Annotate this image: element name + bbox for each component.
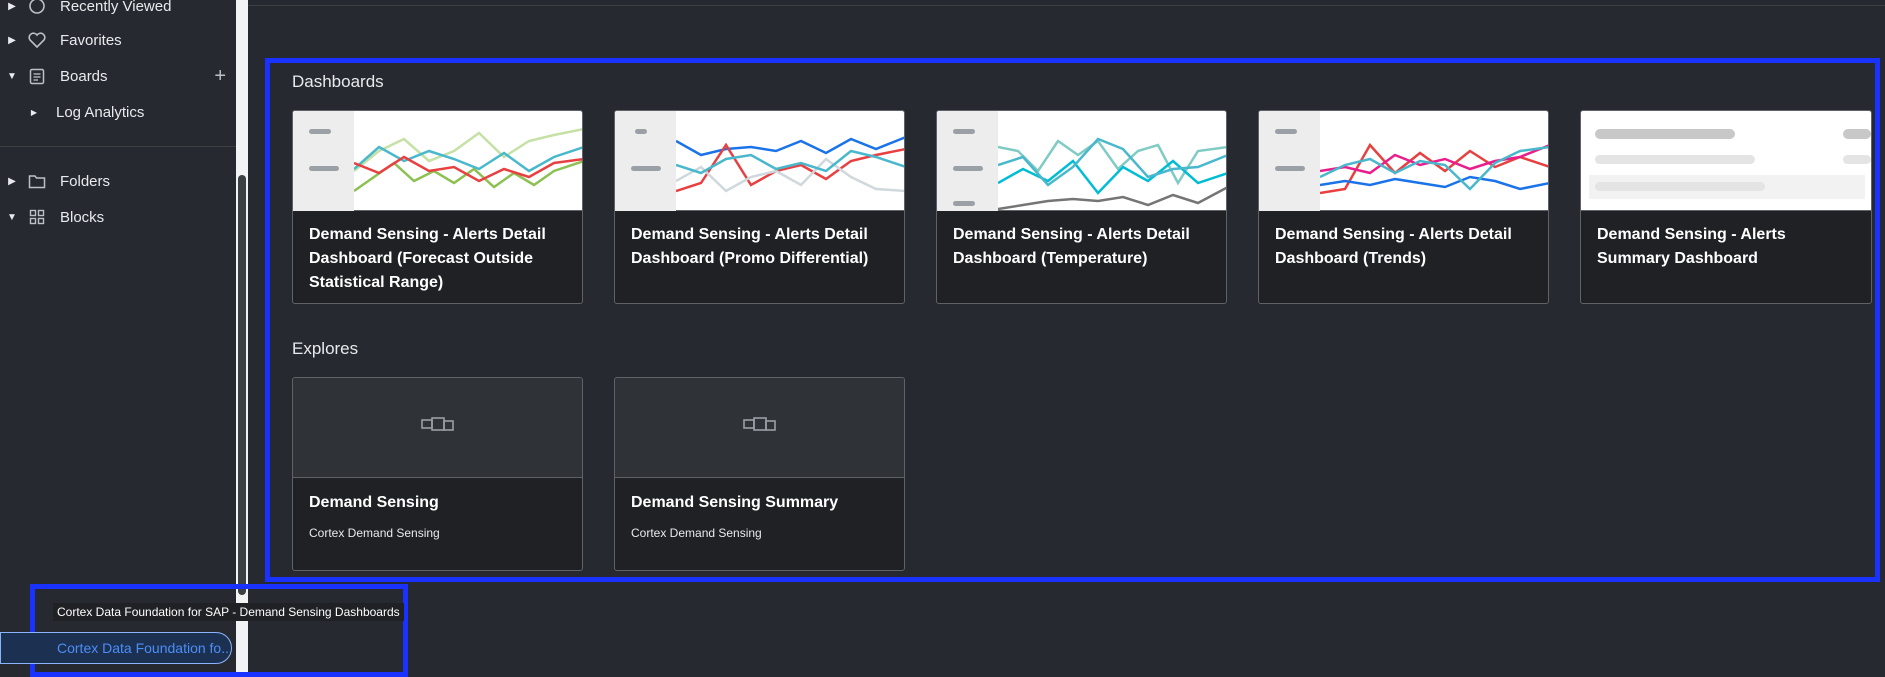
sidebar-item-label: Folders: [60, 172, 111, 190]
explore-card[interactable]: Demand Sensing Summary Cortex Demand Sen…: [614, 377, 905, 571]
caret-down-icon[interactable]: ▼: [7, 211, 17, 223]
sidebar-item-log-analytics[interactable]: ▶ Log Analytics: [18, 94, 254, 130]
explore-icon: [420, 417, 455, 438]
dashboard-card-title: Demand Sensing - Alerts Detail Dashboard…: [953, 226, 1190, 267]
dashboard-thumbnail: [1581, 111, 1871, 211]
header-divider: [248, 5, 1885, 6]
dashboard-card[interactable]: Demand Sensing - Alerts Detail Dashboard…: [1258, 110, 1549, 304]
sidebar-item-label: Blocks: [60, 208, 105, 226]
dashboard-card[interactable]: Demand Sensing - Alerts Detail Dashboard…: [292, 110, 583, 304]
dashboard-card-title: Demand Sensing - Alerts Detail Dashboard…: [309, 226, 546, 291]
caret-right-icon[interactable]: ▶: [8, 34, 16, 46]
explore-card-title: Demand Sensing: [309, 494, 439, 511]
active-board-pill[interactable]: Cortex Data Foundation fo...: [0, 632, 232, 664]
dashboard-card[interactable]: Demand Sensing - Alerts Summary Dashboar…: [1580, 110, 1872, 304]
explore-icon: [742, 417, 777, 438]
blocks-icon: [26, 206, 48, 228]
dashboard-card-title: Demand Sensing - Alerts Detail Dashboard…: [631, 226, 869, 267]
sidebar-item-folders[interactable]: ▶ Folders: [0, 163, 236, 199]
caret-right-icon[interactable]: ▶: [30, 107, 38, 117]
clock-icon: [26, 0, 48, 17]
dashboard-card[interactable]: Demand Sensing - Alerts Detail Dashboard…: [614, 110, 905, 304]
dashboard-thumbnail: [293, 111, 582, 211]
sidebar-divider: [0, 146, 236, 147]
dashboards-heading: Dashboards: [292, 72, 384, 91]
explore-card-title: Demand Sensing Summary: [631, 494, 839, 511]
add-board-button[interactable]: +: [214, 64, 226, 87]
sidebar-item-boards[interactable]: ▼ Boards +: [0, 58, 236, 94]
caret-down-icon[interactable]: ▼: [7, 70, 17, 82]
sidebar-item-label: Recently Viewed: [60, 0, 172, 15]
sidebar-item-blocks[interactable]: ▼ Blocks: [0, 199, 236, 235]
explores-heading: Explores: [292, 339, 359, 358]
sidebar-item-recently-viewed[interactable]: ▶ Recently Viewed: [0, 0, 236, 24]
dashboard-card[interactable]: Demand Sensing - Alerts Detail Dashboard…: [936, 110, 1227, 304]
sidebar-item-label: Boards: [60, 67, 108, 85]
explore-card-subtitle: Cortex Demand Sensing: [631, 526, 762, 540]
caret-right-icon[interactable]: ▶: [8, 175, 16, 187]
dashboard-thumbnail: [615, 111, 904, 211]
clipboard-icon: [26, 65, 48, 87]
dashboard-thumbnail: [937, 111, 1226, 211]
dashboard-thumbnail: [1259, 111, 1548, 211]
sidebar: ▶ Recently Viewed ▶ Favorites ▼ Boards +…: [0, 0, 236, 677]
sidebar-scrollbar-thumb[interactable]: [238, 175, 246, 595]
explore-card[interactable]: Demand Sensing Cortex Demand Sensing: [292, 377, 583, 571]
folder-icon: [26, 170, 48, 192]
sidebar-item-label: Log Analytics: [56, 103, 145, 121]
sidebar-item-label: Favorites: [60, 31, 122, 49]
active-board-tooltip: Cortex Data Foundation for SAP - Demand …: [53, 603, 404, 621]
dashboard-card-title: Demand Sensing - Alerts Summary Dashboar…: [1597, 226, 1786, 267]
caret-right-icon[interactable]: ▶: [8, 0, 16, 12]
sidebar-item-favorites[interactable]: ▶ Favorites: [0, 22, 236, 58]
explore-card-subtitle: Cortex Demand Sensing: [309, 526, 440, 540]
dashboard-card-title: Demand Sensing - Alerts Detail Dashboard…: [1275, 226, 1512, 267]
explore-thumbnail: [615, 378, 904, 478]
explore-thumbnail: [293, 378, 582, 478]
heart-icon: [26, 29, 48, 51]
